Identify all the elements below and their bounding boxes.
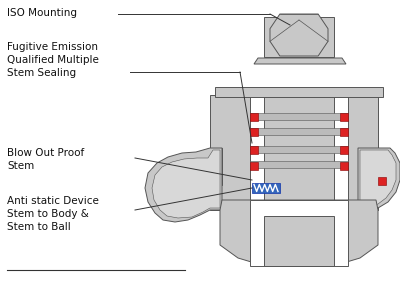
Polygon shape — [145, 148, 222, 222]
Text: Fugitive Emission
Qualified Multiple
Stem Sealing: Fugitive Emission Qualified Multiple Ste… — [7, 42, 99, 78]
Bar — [250, 95, 348, 200]
Bar — [250, 113, 348, 120]
Text: Blow Out Proof
Stem: Blow Out Proof Stem — [7, 148, 84, 171]
Text: Anti static Device
Stem to Body &
Stem to Ball: Anti static Device Stem to Body & Stem t… — [7, 196, 99, 232]
Polygon shape — [152, 150, 220, 218]
Polygon shape — [220, 200, 378, 266]
Bar — [264, 216, 334, 266]
Polygon shape — [358, 148, 400, 210]
Bar — [250, 113, 258, 121]
Bar — [378, 177, 386, 185]
Bar — [340, 128, 348, 136]
Bar — [250, 162, 258, 170]
Polygon shape — [254, 58, 346, 64]
Bar — [250, 128, 258, 136]
Bar — [250, 146, 348, 153]
Bar — [340, 113, 348, 121]
Text: ISO Mounting: ISO Mounting — [7, 8, 77, 18]
Bar — [340, 162, 348, 170]
Bar — [250, 161, 348, 168]
Bar — [264, 17, 334, 57]
Polygon shape — [210, 95, 390, 210]
Polygon shape — [270, 14, 328, 56]
Bar — [215, 87, 383, 97]
Bar — [250, 200, 348, 266]
Bar — [250, 128, 348, 135]
Bar — [340, 146, 348, 154]
Polygon shape — [360, 150, 396, 207]
Bar — [252, 183, 280, 193]
Bar — [250, 146, 258, 154]
Bar — [264, 95, 334, 200]
